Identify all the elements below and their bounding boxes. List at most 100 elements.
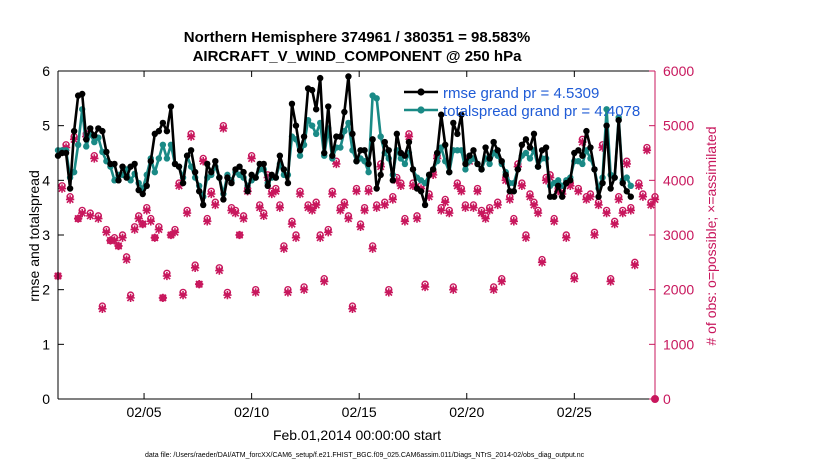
legend: rmse grand pr = 4.5309 totalspread grand… bbox=[404, 85, 640, 120]
rmse-point bbox=[462, 160, 469, 168]
totalspread-point bbox=[603, 106, 610, 113]
totalspread-point bbox=[462, 166, 469, 173]
obs-assimilated-marker bbox=[251, 288, 260, 297]
obs-assimilated-marker bbox=[384, 288, 393, 297]
x-tick-label: 02/15 bbox=[342, 404, 377, 420]
obs-assimilated-marker bbox=[94, 214, 103, 223]
obs-assimilated-marker bbox=[388, 195, 397, 204]
y-right-tick-label: 5000 bbox=[663, 118, 694, 134]
rmse-point bbox=[591, 166, 598, 173]
y-left-tick-label: 4 bbox=[42, 172, 50, 188]
legend-totalspread-swatch-marker bbox=[417, 106, 425, 114]
x-tick-label: 02/10 bbox=[234, 404, 269, 420]
obs-assimilated-marker bbox=[190, 263, 200, 272]
rmse-point bbox=[619, 179, 626, 187]
rmse-point bbox=[195, 188, 203, 195]
obs-assimilated-marker bbox=[453, 181, 462, 190]
rmse-point bbox=[345, 73, 352, 80]
rmse-point bbox=[409, 166, 417, 173]
rmse-point bbox=[252, 174, 259, 181]
rmse-point bbox=[599, 179, 606, 187]
obs-assimilated-marker bbox=[380, 200, 389, 210]
totalspread-point bbox=[401, 160, 409, 168]
obs-assimilated-marker bbox=[590, 230, 599, 240]
rmse-point bbox=[587, 144, 594, 151]
axes: 0 1 2 3 4 5 6 0 1000 2000 3000 4000 5000 6000 02/05 02/… bbox=[42, 63, 694, 420]
rmse-point bbox=[135, 186, 142, 194]
rmse-series bbox=[54, 73, 634, 209]
y-left-tick-label: 5 bbox=[42, 118, 50, 134]
rmse-point bbox=[554, 182, 562, 189]
rmse-point bbox=[361, 147, 368, 154]
rmse-point bbox=[296, 147, 304, 154]
obs-assimilated-marker bbox=[231, 208, 240, 218]
obs-assimilated-marker bbox=[324, 228, 333, 237]
obs-assimilated-marker bbox=[610, 219, 619, 229]
obs-assimilated-marker bbox=[481, 214, 490, 223]
totalspread-point bbox=[373, 95, 380, 102]
rmse-point bbox=[542, 144, 550, 151]
totalspread-point bbox=[91, 138, 98, 146]
rmse-point bbox=[99, 127, 106, 135]
obs-assimilated-marker bbox=[497, 277, 506, 286]
obs-assimilated-marker bbox=[537, 258, 547, 267]
obs-assimilated-marker bbox=[114, 241, 123, 251]
rmse-point bbox=[216, 174, 223, 181]
totalspread-point bbox=[623, 174, 630, 181]
rmse-point bbox=[615, 117, 622, 124]
obs-assimilated-marker bbox=[328, 189, 337, 199]
obs-assimilated-marker bbox=[586, 192, 595, 201]
rmse-point bbox=[627, 193, 634, 200]
obs-assimilated-marker bbox=[352, 187, 361, 196]
obs-assimilated-marker bbox=[400, 217, 410, 226]
rmse-point bbox=[284, 179, 292, 187]
rmse-point bbox=[510, 188, 518, 195]
y-axis-right-label: # of obs: o=possible; ×=assimilated bbox=[703, 126, 719, 345]
obs-assimilated-marker bbox=[412, 214, 422, 223]
obs-assimilated-marker bbox=[150, 233, 159, 242]
obs-assimilated-marker bbox=[340, 200, 349, 210]
rmse-point bbox=[526, 144, 534, 151]
rmse-point bbox=[115, 177, 122, 184]
obs-assimilated-marker bbox=[533, 208, 543, 218]
obs-assimilated-marker bbox=[344, 214, 353, 223]
rmse-point bbox=[159, 119, 167, 127]
rmse-point bbox=[349, 130, 356, 138]
obs-assimilated-marker bbox=[541, 176, 551, 185]
plot-background bbox=[58, 71, 655, 399]
obs-assimilated-marker bbox=[477, 208, 486, 218]
y-axis-left-label: rmse and totalspread bbox=[26, 170, 42, 302]
rmse-point bbox=[66, 185, 74, 192]
totalspread-point bbox=[74, 141, 82, 148]
obs-assimilated-marker bbox=[517, 181, 527, 190]
totalspread-point bbox=[579, 160, 586, 168]
rmse-point bbox=[466, 152, 473, 159]
rmse-point bbox=[522, 136, 530, 143]
obs-assimilated-marker bbox=[574, 187, 583, 196]
rmse-point bbox=[530, 130, 538, 138]
obs-assimilated-marker bbox=[493, 200, 502, 210]
rmse-point bbox=[607, 185, 614, 192]
rmse-point bbox=[244, 188, 251, 195]
obs-assimilated-marker bbox=[215, 266, 224, 275]
chart-title: Northern Hemisphere 374961 / 380351 = 98… bbox=[184, 29, 530, 65]
obs-assimilated-marker bbox=[582, 195, 591, 204]
obs-assimilated-marker bbox=[247, 154, 256, 163]
obs-assimilated-marker bbox=[146, 217, 155, 226]
obs-assimilated-marker bbox=[521, 233, 531, 242]
obs-assimilated-marker bbox=[618, 208, 627, 218]
obs-assimilated-marker bbox=[174, 181, 184, 190]
rmse-point bbox=[204, 160, 211, 168]
obs-assimilated-marker bbox=[78, 208, 87, 218]
y-left-tick-label: 1 bbox=[42, 336, 50, 352]
obs-assimilated-marker bbox=[424, 192, 434, 201]
obs-assimilated-marker bbox=[336, 206, 345, 215]
y-right-tick-label: 6000 bbox=[663, 63, 694, 79]
rmse-point bbox=[401, 152, 409, 159]
totalspread-point bbox=[522, 149, 530, 157]
obs-assimilated-marker bbox=[428, 170, 438, 180]
rmse-point bbox=[450, 119, 457, 127]
y-left-tick-label: 6 bbox=[42, 63, 50, 79]
legend-rmse-label: rmse grand pr = 4.5309 bbox=[443, 85, 599, 102]
obs-assimilated-marker bbox=[626, 206, 635, 215]
